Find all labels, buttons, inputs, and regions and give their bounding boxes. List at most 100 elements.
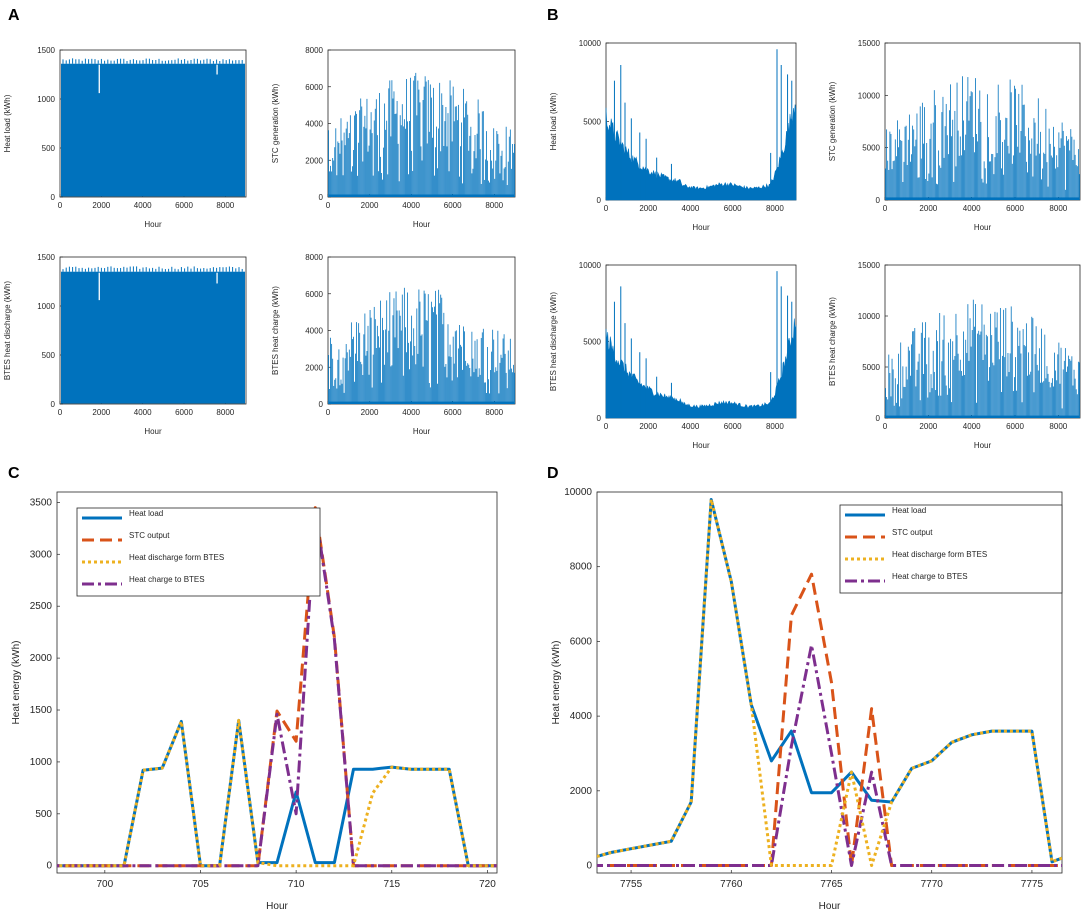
y-tick-label: 0 (597, 414, 602, 423)
y-tick-label: 1500 (37, 46, 55, 55)
chart-c: 700 705 710 715 720 0 500 1000 1500 2000 2500 3000 3… (11, 491, 498, 912)
chart-a4: 0 2000 4000 6000 8000 0 2000 4000 6000 8000 Hour BT… (271, 253, 516, 436)
y-tick-label: 1000 (37, 302, 55, 311)
axes-box-a1 (59, 49, 247, 198)
x-tick-label: 6000 (1006, 422, 1024, 431)
chart-b3: 0 2000 4000 6000 8000 0 5000 10000 Hour BTES heat… (549, 261, 797, 450)
y-tick-label: 0 (319, 400, 324, 409)
y-tick-label: 1500 (37, 253, 55, 262)
x-tick-label: 6000 (175, 201, 193, 210)
axes-box-b2 (884, 42, 1081, 201)
bar-fill-area (61, 63, 245, 197)
y-axis-label: Heat energy (kWh) (551, 641, 562, 725)
y-axis-label: BTES heat charge (kWh) (271, 286, 280, 375)
x-axis-label: Hour (974, 441, 992, 450)
x-axis-label: Hour (144, 220, 162, 229)
panel-label-b: B (547, 7, 559, 24)
legend: Heat load STC output Heat discharge form B… (76, 507, 321, 597)
x-tick-label: 4000 (134, 408, 152, 417)
x-tick-label: 0 (326, 408, 331, 417)
y-tick-label: 4000 (305, 120, 323, 129)
y-tick-label: 0 (876, 414, 881, 423)
axes-box-a4 (327, 256, 516, 405)
series-line-dashdot (597, 643, 1062, 867)
x-tick-label: 0 (326, 201, 331, 210)
x-tick-label: 8000 (1049, 204, 1067, 213)
legend-box (76, 507, 321, 597)
x-axis-label: Hour (266, 901, 288, 912)
x-tick-label: 6000 (175, 408, 193, 417)
y-tick-label: 6000 (570, 636, 593, 647)
panel-label-a: A (8, 7, 20, 24)
series-line-dash (597, 572, 1062, 867)
legend-label: Heat charge to BTES (892, 572, 968, 581)
legend: Heat load STC output Heat discharge form B… (839, 504, 1063, 594)
series-line-dot (597, 498, 1062, 867)
axes-box-c (56, 491, 498, 874)
legend-box (839, 504, 1063, 594)
y-axis-label: Heat energy (kWh) (11, 641, 22, 725)
y-tick-label: 0 (51, 400, 56, 409)
x-tick-label: 8000 (485, 201, 503, 210)
y-tick-label: 1000 (37, 95, 55, 104)
chart-d: 7755 7760 7765 7770 7775 0 2000 4000 6000 8000 100… (551, 487, 1063, 912)
y-tick-label: 5000 (862, 363, 880, 372)
legend-label: Heat discharge form BTES (129, 553, 224, 562)
y-tick-label: 5000 (862, 144, 880, 153)
y-axis-label: BTES heat charge (kWh) (828, 297, 837, 386)
x-tick-label: 2000 (639, 204, 657, 213)
x-tick-label: 2000 (361, 408, 379, 417)
bar-base-fill (329, 401, 514, 404)
x-axis-label: Hour (413, 220, 431, 229)
y-tick-label: 15000 (858, 261, 881, 270)
x-tick-label: 4000 (963, 204, 981, 213)
y-tick-label: 1500 (30, 705, 53, 716)
panel-label-d: D (547, 465, 559, 482)
y-axis-label: STC generation (kWh) (828, 81, 837, 161)
axes-box-a3 (59, 256, 247, 405)
y-axis-label: Heat load (kWh) (549, 92, 558, 150)
x-tick-label: 8000 (216, 408, 234, 417)
y-axis-label: BTES heat discharge (kWh) (549, 292, 558, 391)
bar-fill-area (61, 271, 245, 404)
x-tick-label: 6000 (724, 422, 742, 431)
x-tick-label: 2000 (919, 422, 937, 431)
y-tick-label: 1000 (30, 757, 53, 768)
y-tick-label: 8000 (305, 253, 323, 262)
x-axis-label: Hour (144, 427, 162, 436)
y-tick-label: 0 (319, 193, 324, 202)
chart-b1: 0 2000 4000 6000 8000 0 5000 10000 Hour Heat load… (549, 39, 797, 232)
y-tick-label: 10000 (858, 91, 881, 100)
chart-a1: 0 2000 4000 6000 8000 0 500 1000 1500 Hour Heat lo… (3, 46, 247, 229)
legend-label: Heat load (129, 509, 163, 518)
x-tick-label: 2000 (639, 422, 657, 431)
y-tick-label: 500 (35, 809, 52, 820)
y-tick-label: 10000 (579, 261, 602, 270)
legend-label: STC output (892, 528, 933, 537)
x-tick-label: 2000 (919, 204, 937, 213)
y-tick-label: 5000 (583, 118, 601, 127)
x-tick-label: 0 (58, 201, 63, 210)
y-axis-label: BTES heat discharge (kWh) (3, 281, 12, 380)
y-tick-label: 0 (46, 861, 52, 872)
x-tick-label: 2000 (92, 201, 110, 210)
x-tick-label: 0 (883, 422, 888, 431)
bar-area-mark (605, 318, 797, 419)
y-tick-label: 0 (586, 861, 592, 872)
x-axis-label: Hour (692, 223, 710, 232)
y-tick-label: 6000 (305, 83, 323, 92)
y-tick-label: 10000 (858, 312, 881, 321)
y-tick-label: 0 (597, 196, 602, 205)
y-axis-label: Heat load (kWh) (3, 94, 12, 152)
y-tick-label: 10000 (579, 39, 602, 48)
y-tick-label: 8000 (570, 562, 593, 573)
series-line-dashdot (57, 509, 497, 868)
chart-b2: 0 2000 4000 6000 8000 0 5000 10000 15000 Hour STC … (828, 39, 1081, 232)
x-tick-label: 4000 (963, 422, 981, 431)
x-tick-label: 8000 (216, 201, 234, 210)
y-tick-label: 3000 (30, 549, 53, 560)
axes-box-a2 (327, 49, 516, 198)
y-tick-label: 2500 (30, 601, 53, 612)
y-tick-label: 500 (42, 144, 56, 153)
bar-area-mark (605, 104, 797, 201)
